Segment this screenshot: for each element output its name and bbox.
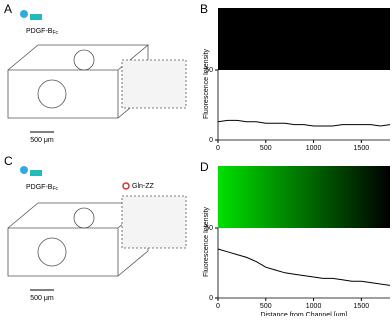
panel-label: A [4,2,12,16]
fluorescence-image [218,8,390,70]
y-tick-label: 50 [205,67,213,74]
axis [217,228,390,299]
y-axis-label: Fluorescence Intensity [203,206,210,277]
antibody-icon [20,10,28,18]
x-axis-label: Distance from Channel [μm] [261,312,348,316]
intensity-line [217,248,391,286]
x-tick-label: 500 [260,303,272,310]
channel [37,237,67,267]
y-axis-label: Fluorescence Intensity [203,48,210,119]
y-tick-label: 0 [209,137,213,144]
antibody-icon [30,170,42,176]
panel-label: C [4,154,13,168]
panel-label: B [200,2,208,16]
y-tick-label: 50 [205,225,213,232]
antibody-label: PDGF-BFc [26,184,59,192]
antibody-icon [20,166,28,174]
intensity-line [217,119,391,127]
x-tick-label: 0 [216,303,220,310]
channel [73,49,95,71]
panel-label: D [200,160,209,174]
x-tick-label: 1500 [354,145,370,152]
scale-label: 500 μm [30,137,54,144]
x-tick-label: 1000 [306,145,322,152]
antibody-label: PDGF-BFc [26,28,59,36]
zoom-inset [121,195,187,249]
y-tick-label: 0 [209,295,213,302]
antibody-icon [30,14,42,20]
x-tick-label: 1500 [354,303,370,310]
blocker-icon [122,182,130,190]
diagram-c: C PDGF-BFc Gln-ZZ 500 μm [4,154,187,302]
zoom-inset [121,59,187,109]
fluorescence-image [218,166,390,228]
channel [37,79,67,109]
scale-label: 500 μm [30,295,54,302]
x-tick-label: 0 [216,145,220,152]
blocker-label: Gln-ZZ [132,183,155,190]
diagram-a: A PDGF-BFc 500 μm [4,2,187,144]
x-tick-label: 1000 [306,303,322,310]
channel [73,207,95,229]
x-tick-label: 500 [260,145,272,152]
axis [217,70,390,141]
